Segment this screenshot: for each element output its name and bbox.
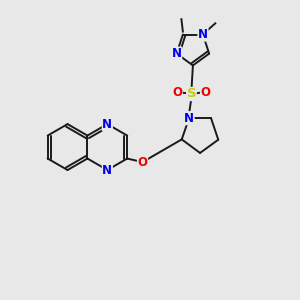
Text: O: O xyxy=(201,86,211,99)
Text: N: N xyxy=(102,118,112,130)
Text: S: S xyxy=(187,88,196,100)
Text: N: N xyxy=(198,28,208,41)
Text: O: O xyxy=(137,156,148,169)
Text: N: N xyxy=(184,112,194,124)
Text: N: N xyxy=(102,164,112,176)
Text: O: O xyxy=(172,86,182,99)
Text: N: N xyxy=(172,47,182,60)
